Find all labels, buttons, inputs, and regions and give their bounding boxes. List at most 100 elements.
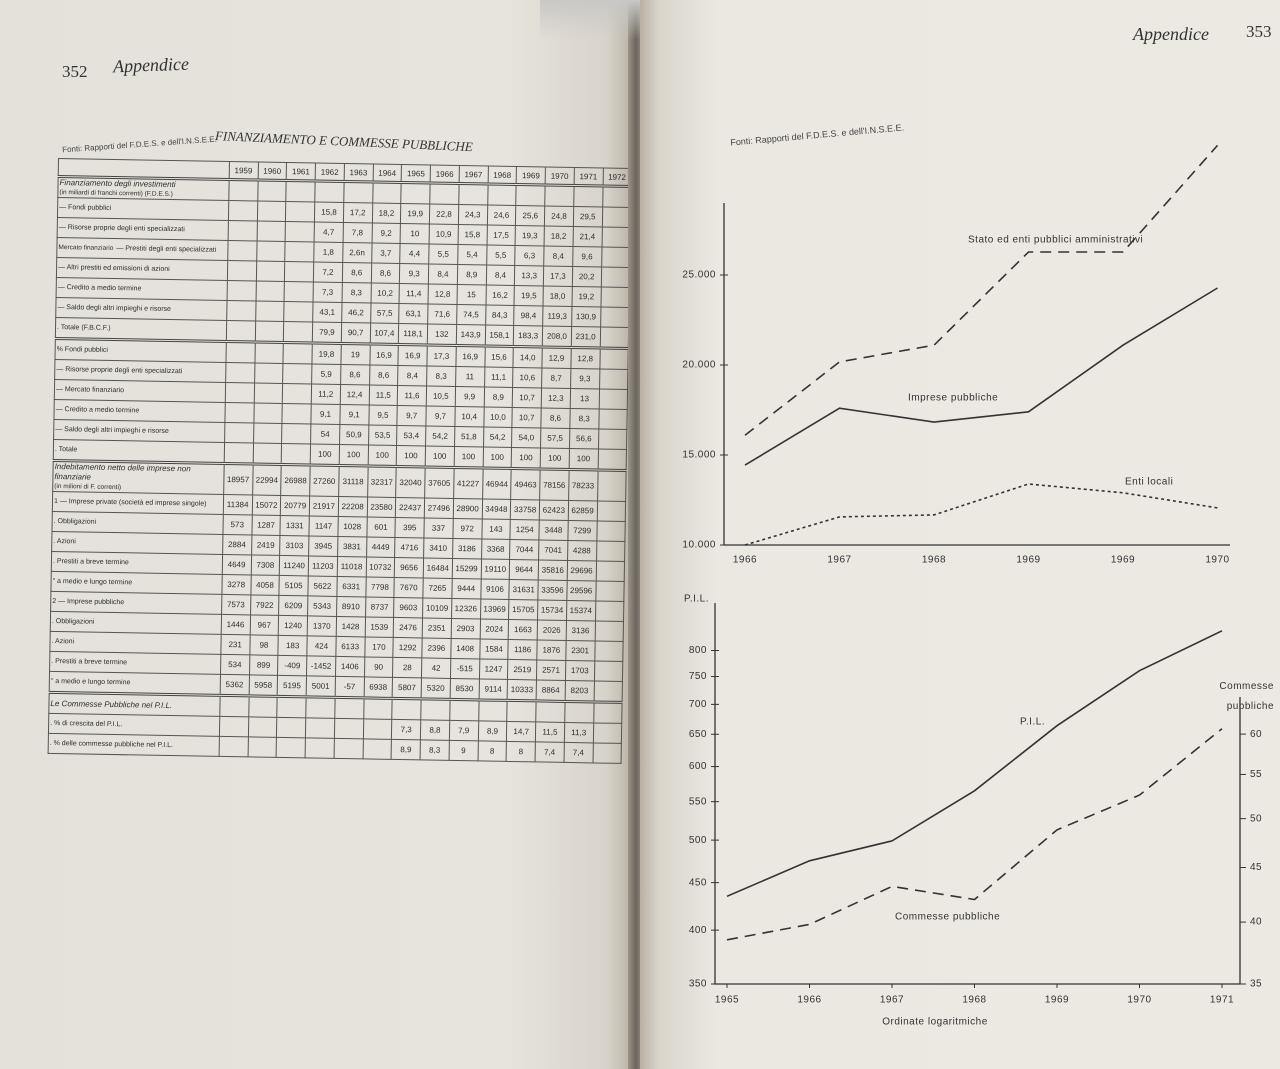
empty-cell [284,281,314,302]
table-cell: 18,0 [543,285,573,307]
row-label: . Azioni [51,637,75,646]
empty-cell [449,699,479,721]
year-header: 1971 [573,167,603,187]
table-cell: 12,8 [570,347,600,369]
table-cell: 5195 [277,675,307,697]
x-tick-label: 1967 [827,555,851,566]
y-tick-label: 650 [689,729,707,740]
table-cell: 34948 [481,498,511,520]
empty-cell [225,362,255,383]
series-label: P.I.L. [1020,717,1045,728]
table-cell: 573 [222,514,252,535]
table-cell: 78233 [568,469,598,501]
table-cell: 35816 [538,559,568,581]
table-cell: 1240 [278,615,308,636]
table-cell: 10,6 [512,367,542,388]
table-cell: 17,5 [486,224,516,246]
table-cell: 25,6 [515,205,545,226]
x-tick-label: 1966 [733,555,757,566]
table-cell: 9114 [478,678,508,701]
table-cell: 9,7 [397,405,427,426]
table-cell: 37605 [424,466,454,499]
table-cell: 7308 [250,554,280,576]
empty-cell [227,260,257,281]
series-label: Enti locali [1125,477,1173,488]
table-cell: 42 [421,657,451,679]
table-cell: 337 [423,517,454,539]
row-label: — Prestiti degli enti specializzati [116,245,217,254]
table-cell: 54,2 [425,425,455,447]
table-cell: -1452 [306,655,336,677]
empty-cell [255,300,285,322]
table-cell: 28 [392,657,422,678]
table-cell: 8,6 [369,364,399,386]
table-cell: 231,0 [571,326,601,348]
empty-cell [228,179,258,201]
table-cell: 7798 [365,576,395,598]
empty-cell [595,560,625,582]
table-cell: 3945 [308,535,338,557]
table-cell: 17,3 [543,265,573,287]
table-cell: 1428 [335,616,366,637]
table-cell: 29696 [566,560,597,581]
table-cell: 10 [400,223,430,244]
empty-cell [253,422,283,444]
year-header: 1963 [343,163,373,182]
table-cell: 118,1 [398,323,428,345]
table-cell: 10,9 [429,223,459,245]
row-label-cell: . Totale [53,439,225,464]
table-cell: 57,5 [370,302,400,324]
series-line [744,144,1219,436]
table-cell: 12,8 [428,283,458,305]
empty-cell [227,220,257,241]
empty-cell [255,280,285,302]
table-cell: 24,3 [458,204,488,225]
row-label: — Mercato finanziario [55,386,125,395]
table-cell: 84,3 [485,304,515,326]
empty-cell [276,737,306,758]
table-cell: 10,4 [454,406,484,427]
x-axis-title: Ordinate logaritmiche [882,1017,988,1028]
table-cell: 1370 [307,615,337,637]
empty-cell [599,326,629,349]
table-cell: 10,7 [512,407,542,428]
table-cell: 9,1 [310,403,341,425]
table-cell: 1703 [565,660,595,681]
empty-cell [226,320,256,342]
empty-cell [286,180,316,202]
empty-cell [248,695,278,718]
empty-cell [507,700,537,722]
table-cell: 3410 [423,537,453,559]
row-label: 1 — Imprese private (società ed imprese … [53,497,207,508]
table-cell: 11018 [337,556,367,577]
page-header: Appendice [1133,24,1209,44]
data-table: 1959 1960 1961 1962 1963 1964 1965 1966 1967 1968… [48,158,632,764]
table-cell: 10,0 [483,406,513,428]
empty-cell [597,448,627,471]
y-tick-label: 500 [689,835,707,846]
table-cell: 1247 [479,658,509,680]
empty-cell [247,716,278,738]
table-cell: 7,3 [391,719,421,740]
x-tick-label: 1966 [797,995,821,1006]
table-cell: 5001 [306,675,336,698]
empty-cell [282,363,312,384]
empty-cell [343,181,373,203]
empty-cell [281,443,311,465]
table-cell: 8,9 [477,720,508,742]
table-cell: 1147 [308,515,339,537]
table-cell: 100 [511,447,541,469]
empty-cell [600,306,629,328]
table-cell: 12,3 [541,387,571,409]
y-tick-label: 700 [689,699,707,710]
table-cell: 78156 [539,468,569,501]
page-number: 353 [1246,22,1272,41]
y2-tick-label: 45 [1250,862,1262,873]
table-cell: 7041 [538,539,568,561]
table-cell: 54,0 [511,427,541,448]
table-cell: 53,4 [396,425,426,446]
table-cell: 46,2 [341,302,371,323]
empty-cell [305,717,335,739]
empty-cell [224,422,254,443]
